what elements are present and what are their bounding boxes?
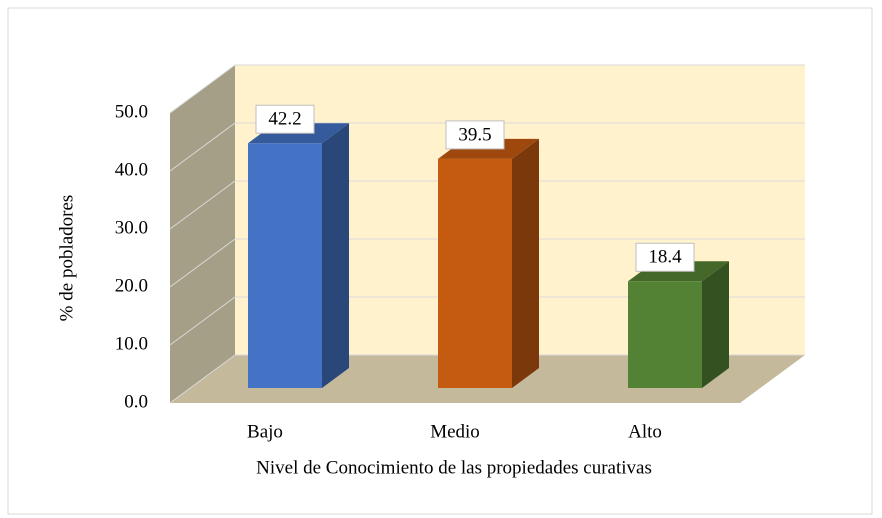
data-label-box — [255, 104, 315, 134]
bar-side — [702, 261, 729, 388]
y-tick-label: 30.0 — [115, 217, 148, 238]
side-grid-line — [169, 354, 236, 404]
x-axis-title: Nivel de Conocimiento de las propiedades… — [256, 457, 652, 478]
data-label: 18.4 — [648, 247, 682, 268]
y-tick-label: 50.0 — [115, 101, 148, 122]
data-label: 42.2 — [268, 109, 301, 130]
side-grid-line — [169, 64, 236, 114]
side-grid-line — [169, 180, 236, 230]
data-label-box — [445, 120, 505, 150]
side-wall — [170, 65, 235, 403]
side-grid-line — [169, 122, 236, 172]
x-tick-label: Bajo — [247, 421, 283, 442]
x-tick-label: Medio — [430, 421, 480, 442]
side-grid-line — [169, 296, 236, 346]
bar — [628, 281, 702, 388]
y-axis-title: % de pobladores — [56, 195, 77, 322]
bar-side — [322, 123, 349, 389]
bar — [248, 143, 322, 388]
y-tick-label: 10.0 — [115, 333, 148, 354]
y-tick-label: 0.0 — [124, 391, 148, 412]
data-label-box — [635, 242, 695, 272]
y-tick-label: 40.0 — [115, 159, 148, 180]
bar — [438, 158, 512, 388]
data-label: 39.5 — [458, 124, 491, 145]
x-tick-label: Alto — [628, 421, 662, 442]
side-grid-line — [169, 238, 236, 288]
bar-side — [512, 138, 539, 388]
y-tick-label: 20.0 — [115, 275, 148, 296]
